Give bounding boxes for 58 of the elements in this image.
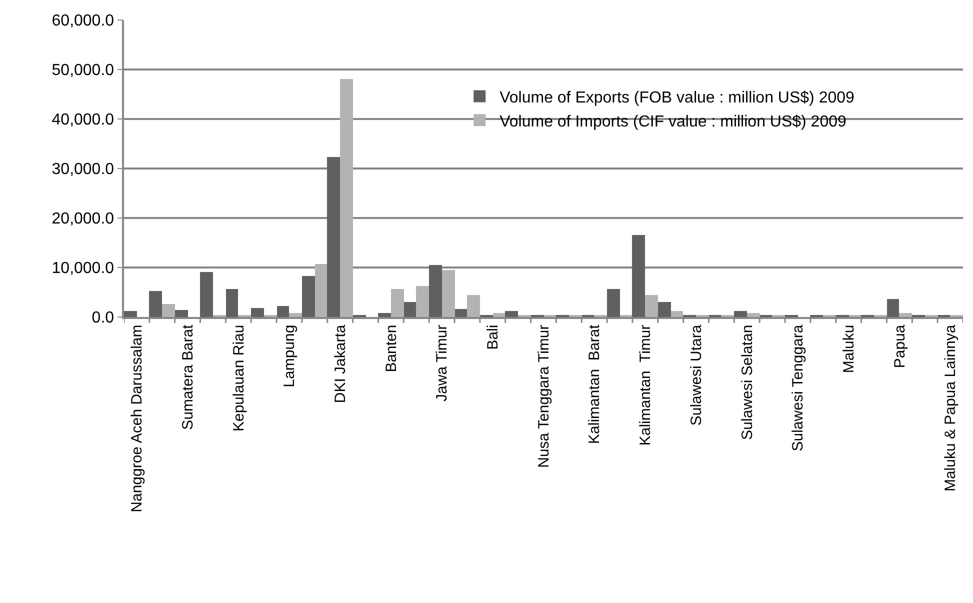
bar [340,79,353,317]
bar [175,310,188,317]
bar [149,291,162,317]
y-tick-label: 20,000.0 [52,210,114,228]
bar [289,313,302,317]
x-tick-label: Sulawesi Tenggara [790,324,807,452]
bar [442,270,455,317]
bar [632,235,645,317]
x-tick-label: Nanggroe Aceh Darussalam [128,324,146,512]
x-tick-label: Kalimantan Barat [586,324,604,444]
bar [429,265,442,317]
x-tick-label: Banten [382,324,400,372]
x-tick-label: Maluku & Papua Lainnya [942,324,960,492]
legend-label: Volume of Imports (CIF value : million US$) 2009 [500,113,847,130]
y-tick-label: 60,000.0 [52,12,114,30]
bar [607,289,620,317]
bar [302,276,315,317]
bar [505,311,518,317]
bar [899,313,912,317]
bar [378,313,391,317]
bar [416,286,429,317]
y-tick-label: 30,000.0 [52,161,114,178]
bar [658,302,671,317]
y-tick-label: 50,000.0 [52,62,114,80]
y-tick-label: 0.0 [92,310,114,327]
bar [645,295,658,317]
x-tick-label: DKI Jakarta [332,324,349,404]
bar [734,311,747,317]
bar [747,313,760,317]
x-tick-label: Nusa Tenggara Timur [535,324,552,468]
x-tick-label: Kepulauan Riau [230,324,248,432]
x-tick-label: Maluku [840,324,858,374]
x-tick-label: Sumatera Barat [179,324,196,430]
bar [124,311,137,317]
bar [391,289,404,317]
x-tick-label: Sulawesi Utara [688,324,705,426]
bar [226,289,238,317]
legend-label: Volume of Exports (FOB value : million US$) 2009 [500,90,855,107]
bar [671,311,683,317]
x-tick-label: Lampung [281,324,298,388]
bar [455,309,467,317]
y-tick-label: 10,000.0 [52,260,114,278]
bar [162,304,175,317]
x-tick-label: Bali [484,324,502,350]
y-tick-label: 40,000.0 [52,112,114,129]
bar [251,308,264,317]
bar [404,302,416,317]
bar [327,157,340,317]
x-tick-label: Papua [891,324,908,368]
bar [887,299,899,317]
x-tick-label: Kalimantan Timur [637,324,654,446]
bar [467,295,480,317]
bar [277,306,289,317]
bar [493,313,505,317]
x-tick-label: Sulawesi Selatan [738,324,756,440]
bar [200,272,213,317]
x-tick-label: Jawa Timur [434,324,451,402]
bar [315,264,327,317]
